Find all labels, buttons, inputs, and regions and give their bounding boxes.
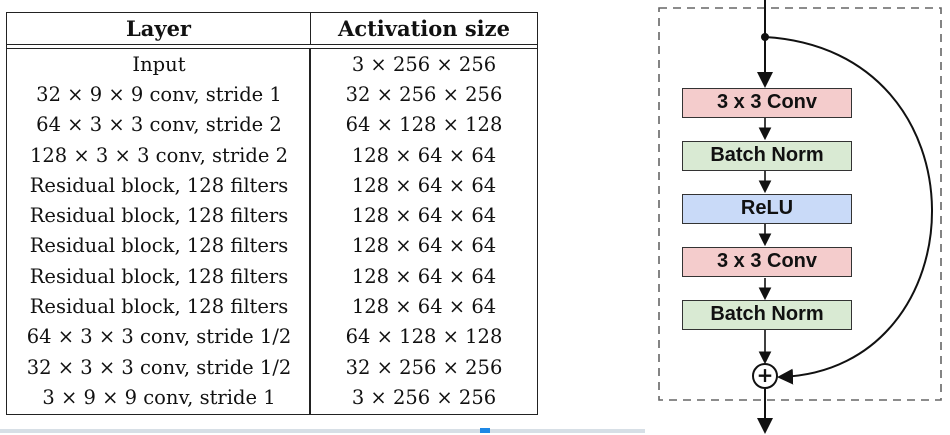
layer-table: Layer Activation size Input 3 × 256 × 256… [6,12,538,415]
batch-norm-box-2: Batch Norm [682,300,852,330]
activation-size-cell: 128 × 64 × 64 [351,295,497,319]
table-row: 32 × 3 × 3 conv, stride 1/2 32 × 256 × 25… [7,352,537,382]
table-row: Input 3 × 256 × 256 [7,49,537,79]
conv-3x3-box-1: 3 x 3 Conv [682,88,852,118]
table-row: 64 × 3 × 3 conv, stride 1/2 64 × 128 × 12… [7,322,537,352]
table-body: Input 3 × 256 × 256 32 × 9 × 9 conv, strid… [7,48,537,414]
layer-cell: 3 × 9 × 9 conv, stride 1 [42,385,276,409]
layer-cell: Residual block, 128 filters [29,264,289,288]
header-activation-size: Activation size [338,16,510,41]
activation-size-cell: 3 × 256 × 256 [351,52,497,76]
activation-size-cell: 64 × 128 × 128 [345,113,503,137]
table-row: Residual block, 128 filters 128 × 64 × 64 [7,291,537,321]
table-row: 128 × 3 × 3 conv, stride 2 128 × 64 × 64 [7,140,537,170]
activation-size-cell: 128 × 64 × 64 [351,173,497,197]
layer-cell: Residual block, 128 filters [29,234,289,258]
table-row: 32 × 9 × 9 conv, stride 1 32 × 256 × 256 [7,79,537,109]
table-row: Residual block, 128 filters 128 × 64 × 64 [7,261,537,291]
activation-size-cell: 128 × 64 × 64 [351,204,497,228]
diagram-lines [658,0,942,434]
activation-size-cell: 32 × 256 × 256 [345,355,503,379]
table-row: Residual block, 128 filters 128 × 64 × 64 [7,231,537,261]
activation-size-cell: 128 × 64 × 64 [351,264,497,288]
batch-norm-box-1: Batch Norm [682,141,852,171]
skip-connection [764,36,933,385]
dashed-boundary [658,7,942,401]
layer-cell: Residual block, 128 filters [29,295,289,319]
bottom-rule [0,429,645,433]
table-row: Residual block, 128 filters 128 × 64 × 64 [7,170,537,200]
table-row: 3 × 9 × 9 conv, stride 1 3 × 256 × 256 [7,382,537,412]
residual-block-diagram: 3 x 3 Conv Batch Norm ReLU 3 x 3 Conv Ba… [650,0,950,435]
bottom-marker [480,428,490,433]
layer-cell: 64 × 3 × 3 conv, stride 2 [36,113,282,137]
activation-size-cell: 128 × 64 × 64 [351,143,497,167]
table-header: Layer Activation size [7,13,537,45]
layer-cell: Residual block, 128 filters [29,204,289,228]
table-row: Residual block, 128 filters 128 × 64 × 64 [7,200,537,230]
activation-size-cell: 128 × 64 × 64 [351,234,497,258]
activation-size-cell: 3 × 256 × 256 [351,385,497,409]
column-divider [309,49,311,414]
activation-size-cell: 64 × 128 × 128 [345,325,503,349]
relu-box: ReLU [682,194,852,224]
table-row: 64 × 3 × 3 conv, stride 2 64 × 128 × 128 [7,110,537,140]
sum-node: + [752,363,778,389]
activation-size-cell: 32 × 256 × 256 [345,82,503,106]
layer-cell: 32 × 3 × 3 conv, stride 1/2 [26,355,292,379]
conv-3x3-box-2: 3 x 3 Conv [682,247,852,277]
layer-cell: 64 × 3 × 3 conv, stride 1/2 [26,325,292,349]
layer-cell: Input [132,52,186,76]
header-layer: Layer [7,13,311,44]
layer-cell: Residual block, 128 filters [29,173,289,197]
layer-cell: 128 × 3 × 3 conv, stride 2 [29,143,289,167]
layer-cell: 32 × 9 × 9 conv, stride 1 [36,82,282,106]
